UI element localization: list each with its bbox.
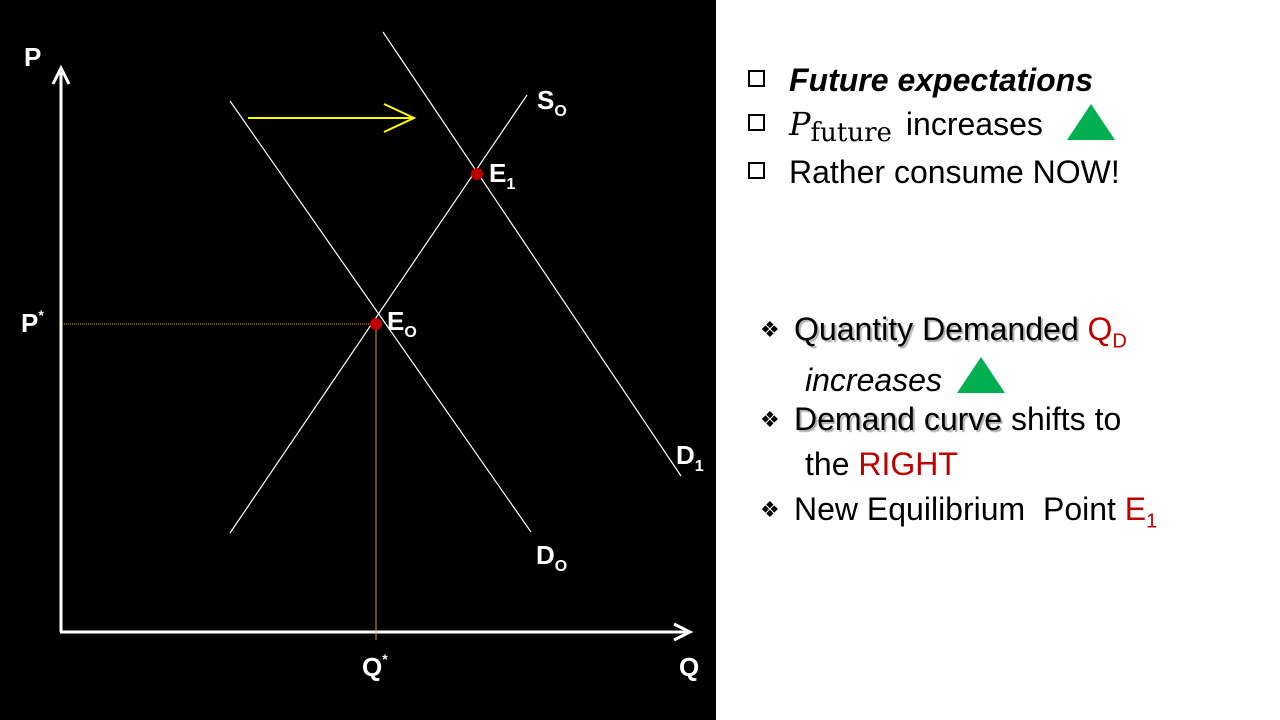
diagram-canvas: P Q P* Q* SO DO D1 EO E1 bbox=[0, 0, 716, 720]
e1-symbol: E1 bbox=[1125, 491, 1157, 527]
checklist-item-consume-now: Rather consume NOW! bbox=[748, 149, 1120, 195]
up-triangle-icon bbox=[957, 357, 1005, 393]
qd-symbol: QD bbox=[1088, 311, 1127, 347]
e1-label: E1 bbox=[489, 158, 515, 193]
demand-curve-d1 bbox=[383, 32, 681, 476]
p-star-label: P* bbox=[21, 307, 44, 338]
e0-label: EO bbox=[387, 306, 417, 341]
bullet-text-right: RIGHT bbox=[858, 446, 958, 482]
bullet-quantity-demanded-line2: increases bbox=[805, 355, 1005, 399]
checklist-text: increases bbox=[906, 106, 1043, 143]
x-axis-label: Q bbox=[679, 652, 699, 682]
equilibrium-point-e1 bbox=[471, 168, 483, 180]
checkbox-icon bbox=[748, 162, 765, 179]
math-p: P bbox=[789, 105, 811, 143]
checklist-text: Future expectations bbox=[789, 62, 1093, 99]
demand-d0-label: DO bbox=[536, 540, 567, 575]
demand-d1-label: D1 bbox=[676, 440, 704, 475]
checklist-text: Rather consume NOW! bbox=[789, 154, 1120, 191]
bullet-demand-curve: ❖ Demand curve shifts to bbox=[760, 401, 1121, 438]
y-axis-label: P bbox=[24, 42, 41, 72]
bullet-quantity-demanded: ❖ Quantity Demanded QD bbox=[760, 311, 1127, 353]
q-star-label: Q* bbox=[362, 651, 388, 682]
bullet-text-shifts: shifts to bbox=[1011, 401, 1121, 437]
diamond-bullet-icon: ❖ bbox=[760, 407, 794, 433]
math-subscript-future: future bbox=[811, 118, 892, 148]
bullet-demand-curve-line2: the RIGHT bbox=[805, 446, 958, 483]
bullet-new-equilibrium: ❖ New Equilibrium Point E1 bbox=[760, 491, 1157, 533]
checkbox-icon bbox=[748, 70, 765, 87]
diamond-bullet-icon: ❖ bbox=[760, 317, 794, 343]
checklist-item-future-expectations: Future expectations bbox=[748, 57, 1093, 103]
up-triangle-icon bbox=[1067, 104, 1115, 140]
equilibrium-point-e0 bbox=[370, 318, 382, 330]
supply-demand-diagram: P Q P* Q* SO DO D1 EO E1 bbox=[0, 0, 716, 720]
bullet-text-increases: increases bbox=[805, 362, 942, 398]
diamond-bullet-icon: ❖ bbox=[760, 497, 794, 523]
bullet-text: New Equilibrium Point bbox=[794, 491, 1116, 527]
supply-label: SO bbox=[537, 85, 567, 120]
bullet-text: Quantity Demanded bbox=[794, 311, 1079, 347]
checkbox-icon bbox=[748, 114, 765, 131]
bullet-text-the: the bbox=[805, 446, 849, 482]
bullet-text-demand-curve: Demand curve bbox=[794, 401, 1002, 437]
